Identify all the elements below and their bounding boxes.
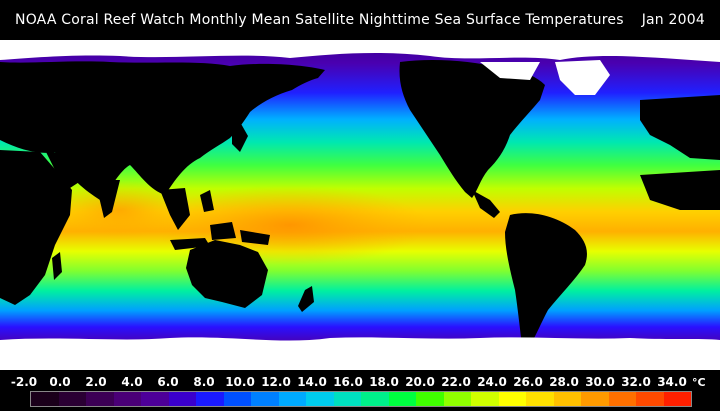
- title-text: NOAA Coral Reef Watch Monthly Mean Satel…: [15, 12, 624, 28]
- north-america: [399, 60, 545, 198]
- greenland: [555, 60, 610, 95]
- legend-swatch: [223, 392, 251, 406]
- australia: [186, 240, 268, 308]
- legend-swatch: [86, 392, 114, 406]
- sst-map-canvas: [0, 40, 720, 370]
- legend-tick: 34.0: [657, 375, 687, 389]
- legend-swatch: [581, 392, 609, 406]
- africa: [0, 150, 72, 305]
- map-title: NOAA Coral Reef Watch Monthly Mean Satel…: [0, 0, 720, 40]
- legend-swatch: [608, 392, 636, 406]
- legend-swatch: [58, 392, 86, 406]
- legend-swatch: [361, 392, 389, 406]
- canadian-arctic: [480, 62, 540, 80]
- borneo: [210, 222, 236, 240]
- legend-swatch: [306, 392, 334, 406]
- legend-tick: 8.0: [193, 375, 215, 389]
- legend-ticks: -2.0 0.0 2.0 4.0 6.0 8.0 10.0 12.0 14.0 16.0 18.0 2…: [0, 375, 720, 391]
- new-zealand: [298, 286, 314, 312]
- legend-tick: 10.0: [225, 375, 255, 389]
- legend-swatch: [471, 392, 499, 406]
- europe: [640, 95, 720, 160]
- india: [95, 180, 120, 218]
- legend-tick: 22.0: [441, 375, 471, 389]
- legend-tick: 6.0: [157, 375, 179, 389]
- legend-tick: 20.0: [405, 375, 435, 389]
- legend-swatch: [168, 392, 196, 406]
- antarctica: [0, 337, 720, 370]
- philippines: [200, 190, 214, 212]
- legend-swatch: [333, 392, 361, 406]
- legend-swatch: [196, 392, 224, 406]
- legend-tick: 0.0: [49, 375, 71, 389]
- legend-tick: 28.0: [549, 375, 579, 389]
- legend-swatch: [31, 392, 59, 406]
- legend-tick: 12.0: [261, 375, 291, 389]
- date-label: Jan 2004: [641, 12, 705, 28]
- arabia: [45, 150, 90, 188]
- arctic-ice: [0, 40, 720, 62]
- indian-warm: [50, 180, 190, 240]
- legend-swatch: [663, 392, 691, 406]
- legend-tick: 16.0: [333, 375, 363, 389]
- color-bar: [30, 391, 692, 407]
- color-legend: -2.0 0.0 2.0 4.0 6.0 8.0 10.0 12.0 14.0 16.0 18.0 2…: [0, 370, 720, 411]
- legend-tick: -2.0: [10, 375, 38, 389]
- sst-map: [0, 40, 720, 370]
- legend-unit: °C: [692, 376, 706, 389]
- legend-tick: 14.0: [297, 375, 327, 389]
- legend-tick: 2.0: [85, 375, 107, 389]
- legend-tick: 24.0: [477, 375, 507, 389]
- legend-tick: 30.0: [585, 375, 615, 389]
- legend-tick: 4.0: [121, 375, 143, 389]
- legend-swatch: [526, 392, 554, 406]
- south-america: [505, 213, 587, 345]
- japan: [232, 122, 248, 152]
- legend-swatch: [553, 392, 581, 406]
- indochina: [160, 188, 190, 230]
- legend-swatch: [443, 392, 471, 406]
- legend-swatch: [636, 392, 664, 406]
- legend-swatch: [251, 392, 279, 406]
- legend-swatch: [388, 392, 416, 406]
- legend-swatch: [416, 392, 444, 406]
- legend-tick: 26.0: [513, 375, 543, 389]
- legend-swatch: [113, 392, 141, 406]
- new-guinea: [240, 230, 270, 245]
- legend-swatch: [278, 392, 306, 406]
- legend-swatch: [141, 392, 169, 406]
- central-america: [472, 190, 500, 218]
- madagascar: [52, 252, 62, 280]
- north-africa: [640, 170, 720, 210]
- legend-tick: 18.0: [369, 375, 399, 389]
- legend-swatch: [498, 392, 526, 406]
- legend-tick: 32.0: [621, 375, 651, 389]
